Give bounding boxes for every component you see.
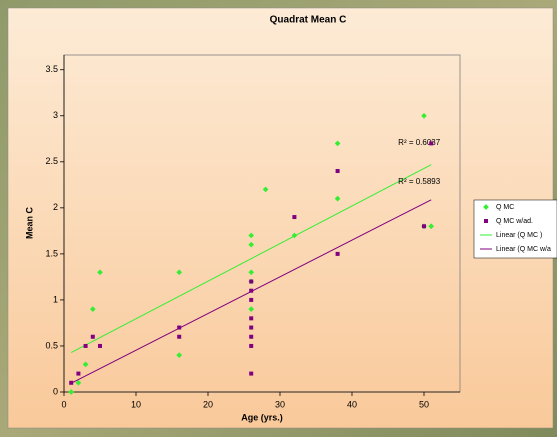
x-tick-label: 20 <box>203 399 213 409</box>
point <box>292 215 297 220</box>
point <box>249 297 254 302</box>
legend-label: Linear (Q MC w/a <box>496 246 551 253</box>
r-squared-label: R² = 0.5893 <box>398 177 441 186</box>
point <box>249 325 254 330</box>
point <box>75 379 82 386</box>
point <box>82 361 89 368</box>
y-tick-label: 0 <box>53 386 58 396</box>
y-axis-label: Mean C <box>24 207 34 240</box>
legend <box>473 199 557 259</box>
point <box>97 269 103 276</box>
chart-area <box>7 7 554 429</box>
legend-label: Q MC <box>496 204 514 211</box>
trendline <box>70 164 432 354</box>
point <box>76 371 81 376</box>
point <box>90 334 95 339</box>
point <box>291 232 298 239</box>
y-tick-label: 2.5 <box>45 156 58 166</box>
legend-marker <box>483 204 489 210</box>
point <box>177 334 182 339</box>
chart-title: Quadrat Mean C <box>270 15 347 26</box>
x-tick-label: 10 <box>131 399 141 409</box>
point <box>428 223 435 230</box>
x-tick-label: 40 <box>347 399 357 409</box>
point <box>69 380 74 385</box>
point <box>89 306 96 312</box>
point <box>248 269 255 276</box>
point <box>429 141 434 146</box>
point <box>262 186 269 193</box>
point <box>335 251 340 256</box>
y-tick-label: 1.5 <box>45 248 58 258</box>
point <box>334 195 341 202</box>
y-tick-label: 1 <box>53 294 58 304</box>
point <box>422 224 426 229</box>
point <box>83 343 88 348</box>
point <box>248 241 255 248</box>
point <box>68 389 75 395</box>
y-tick-label: 0.5 <box>45 340 58 350</box>
point <box>249 288 254 293</box>
point <box>249 343 254 348</box>
point <box>421 112 427 119</box>
x-tick-label: 30 <box>275 399 285 409</box>
point <box>335 169 340 174</box>
x-tick-label: 50 <box>419 399 429 409</box>
y-tick-label: 2 <box>53 202 58 212</box>
point <box>248 306 255 312</box>
point <box>177 325 182 330</box>
point <box>334 140 341 147</box>
legend-label: Q MC w/ad. <box>496 218 533 225</box>
point <box>176 269 183 276</box>
point <box>248 232 255 239</box>
point <box>176 352 183 358</box>
point <box>249 371 254 376</box>
point <box>249 334 254 339</box>
x-tick-label: 0 <box>61 399 66 409</box>
legend-marker <box>484 219 488 223</box>
legend-label: Linear (Q MC ) <box>496 232 542 239</box>
point <box>249 279 254 284</box>
r-squared-label: R² = 0.6037 <box>398 138 441 147</box>
y-tick-label: 3.5 <box>45 64 58 74</box>
x-axis-label: Age (yrs.) <box>241 412 283 422</box>
point <box>249 316 254 321</box>
point <box>98 343 102 348</box>
y-tick-label: 3 <box>53 110 58 120</box>
